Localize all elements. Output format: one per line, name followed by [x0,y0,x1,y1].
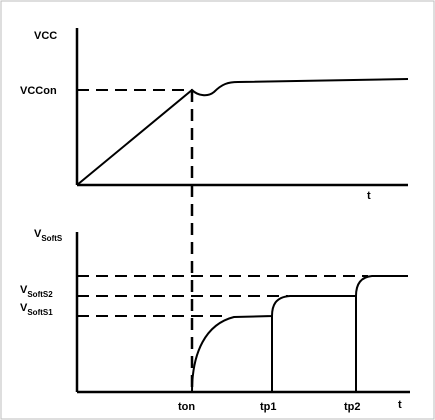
vcc-curve [76,78,409,186]
x-tick-tp2: tp2 [344,401,361,413]
vsofts1-level-label: VSoftS1 [20,302,53,317]
x-tick-tp1: tp1 [260,401,277,413]
softs-x-label: t [398,399,402,411]
vcc-chart: VCC t VCCon [20,28,409,392]
x-tick-ton: ton [178,401,195,413]
vsofts2-level-label: VSoftS2 [20,284,53,299]
softs-curve [191,275,408,393]
vccon-level-label: VCCon [20,85,57,97]
softs-chart: VSoftS t VSoftS2 VSoftS1 ton tp1 tp2 [20,228,410,413]
vcc-y-label: VCC [34,30,57,42]
vcc-x-label: t [367,190,371,202]
softs-y-label: VSoftS [34,228,63,243]
